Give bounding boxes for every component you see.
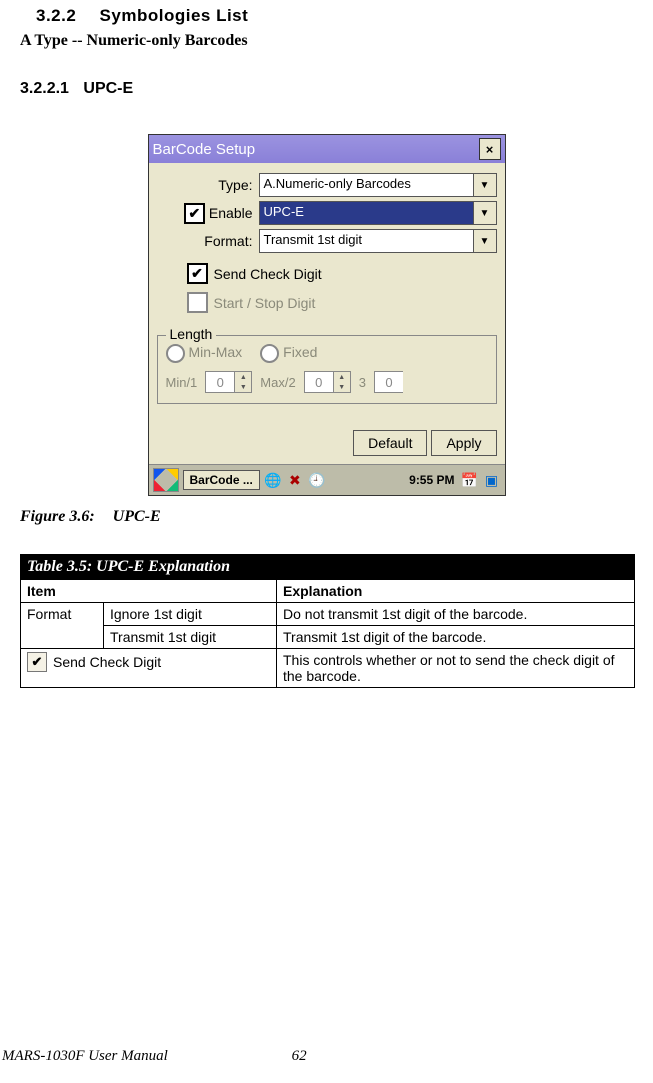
type-value: A.Numeric-only Barcodes: [259, 173, 473, 197]
screenshot-window: BarCode Setup × Type: A.Numeric-only Bar…: [148, 134, 506, 496]
page-number: 62: [292, 1048, 307, 1065]
explanation-table: Table 3.5: UPC-E Explanation Item Explan…: [20, 554, 635, 688]
title-bar: BarCode Setup ×: [149, 135, 505, 163]
enable-combobox[interactable]: UPC-E ▼: [259, 201, 497, 225]
section-title: Symbologies List: [100, 6, 249, 25]
enable-label: Enable: [209, 205, 253, 221]
table-head-explanation: Explanation: [277, 580, 635, 603]
table-cell: Do not transmit 1st digit of the barcode…: [277, 603, 635, 626]
subsection-title: UPC-E: [83, 80, 133, 97]
taskbar-app[interactable]: BarCode ...: [183, 470, 260, 490]
start-stop-label: Start / Stop Digit: [214, 295, 316, 311]
max-spinner: 0 ▲▼: [304, 371, 351, 393]
apply-button[interactable]: Apply: [431, 430, 496, 456]
table-head-item: Item: [21, 580, 277, 603]
enable-checkbox[interactable]: ✔: [184, 203, 205, 224]
length-legend: Length: [166, 326, 217, 342]
calendar-icon[interactable]: 📅: [461, 471, 479, 489]
windows-icon[interactable]: ▣: [483, 471, 501, 489]
send-check-digit-label: Send Check Digit: [214, 266, 322, 282]
table-caption: Table 3.5: UPC-E Explanation: [21, 555, 635, 580]
length-fieldset: Length Min-Max Fixed Min/1 0 ▲▼ Max/2 0 …: [157, 335, 497, 404]
checkbox-icon: ✔: [27, 652, 47, 672]
section-number: 3.2.2: [36, 6, 76, 25]
figure-number: Figure 3.6:: [20, 508, 95, 525]
default-button[interactable]: Default: [353, 430, 427, 456]
section-heading: 3.2.2 Symbologies List: [36, 6, 633, 26]
subsection-heading: 3.2.2.1 UPC-E: [20, 80, 633, 98]
table-cell: Ignore 1st digit: [104, 603, 277, 626]
chevron-down-icon[interactable]: ▼: [473, 229, 497, 253]
figure-caption: Figure 3.6: UPC-E: [20, 508, 633, 526]
max-label: Max/2: [260, 375, 295, 390]
send-check-digit-checkbox[interactable]: ✔: [187, 263, 208, 284]
minmax-radio: [166, 344, 185, 363]
figure-title: UPC-E: [113, 508, 161, 525]
third-label: 3: [359, 375, 366, 390]
send-check-digit-text: Send Check Digit: [53, 654, 161, 670]
min-spinner: 0 ▲▼: [205, 371, 252, 393]
format-value: Transmit 1st digit: [259, 229, 473, 253]
subsection-number: 3.2.2.1: [20, 80, 69, 97]
fixed-label: Fixed: [283, 344, 317, 360]
start-icon[interactable]: [153, 468, 179, 492]
third-spinner: 0: [374, 371, 403, 393]
table-cell: ✔ Send Check Digit: [21, 649, 277, 688]
type-label: Type:: [218, 177, 252, 193]
fixed-radio: [260, 344, 279, 363]
start-stop-checkbox: [187, 292, 208, 313]
taskbar: BarCode ... 🌐 ✖ 🕘 9:55 PM 📅 ▣: [149, 464, 505, 495]
page-footer: MARS-1030F User Manual 62: [0, 1048, 653, 1065]
close-icon[interactable]: ×: [479, 138, 501, 160]
manual-title: MARS-1030F User Manual: [2, 1048, 168, 1064]
tray-icon[interactable]: 🌐: [264, 471, 282, 489]
minmax-label: Min-Max: [189, 344, 243, 360]
taskbar-time: 9:55 PM: [409, 473, 454, 487]
clock-icon: 🕘: [308, 471, 326, 489]
tray-icon[interactable]: ✖: [286, 471, 304, 489]
format-combobox[interactable]: Transmit 1st digit ▼: [259, 229, 497, 253]
window-title: BarCode Setup: [153, 141, 256, 158]
min-label: Min/1: [166, 375, 198, 390]
enable-value: UPC-E: [259, 201, 473, 225]
table-cell: This controls whether or not to send the…: [277, 649, 635, 688]
format-label: Format:: [204, 233, 252, 249]
table-cell: Transmit 1st digit of the barcode.: [277, 626, 635, 649]
format-cell: Format: [21, 603, 104, 649]
chevron-down-icon[interactable]: ▼: [473, 173, 497, 197]
section-subline: A Type -- Numeric-only Barcodes: [20, 32, 633, 50]
chevron-down-icon[interactable]: ▼: [473, 201, 497, 225]
table-cell: Transmit 1st digit: [104, 626, 277, 649]
type-combobox[interactable]: A.Numeric-only Barcodes ▼: [259, 173, 497, 197]
